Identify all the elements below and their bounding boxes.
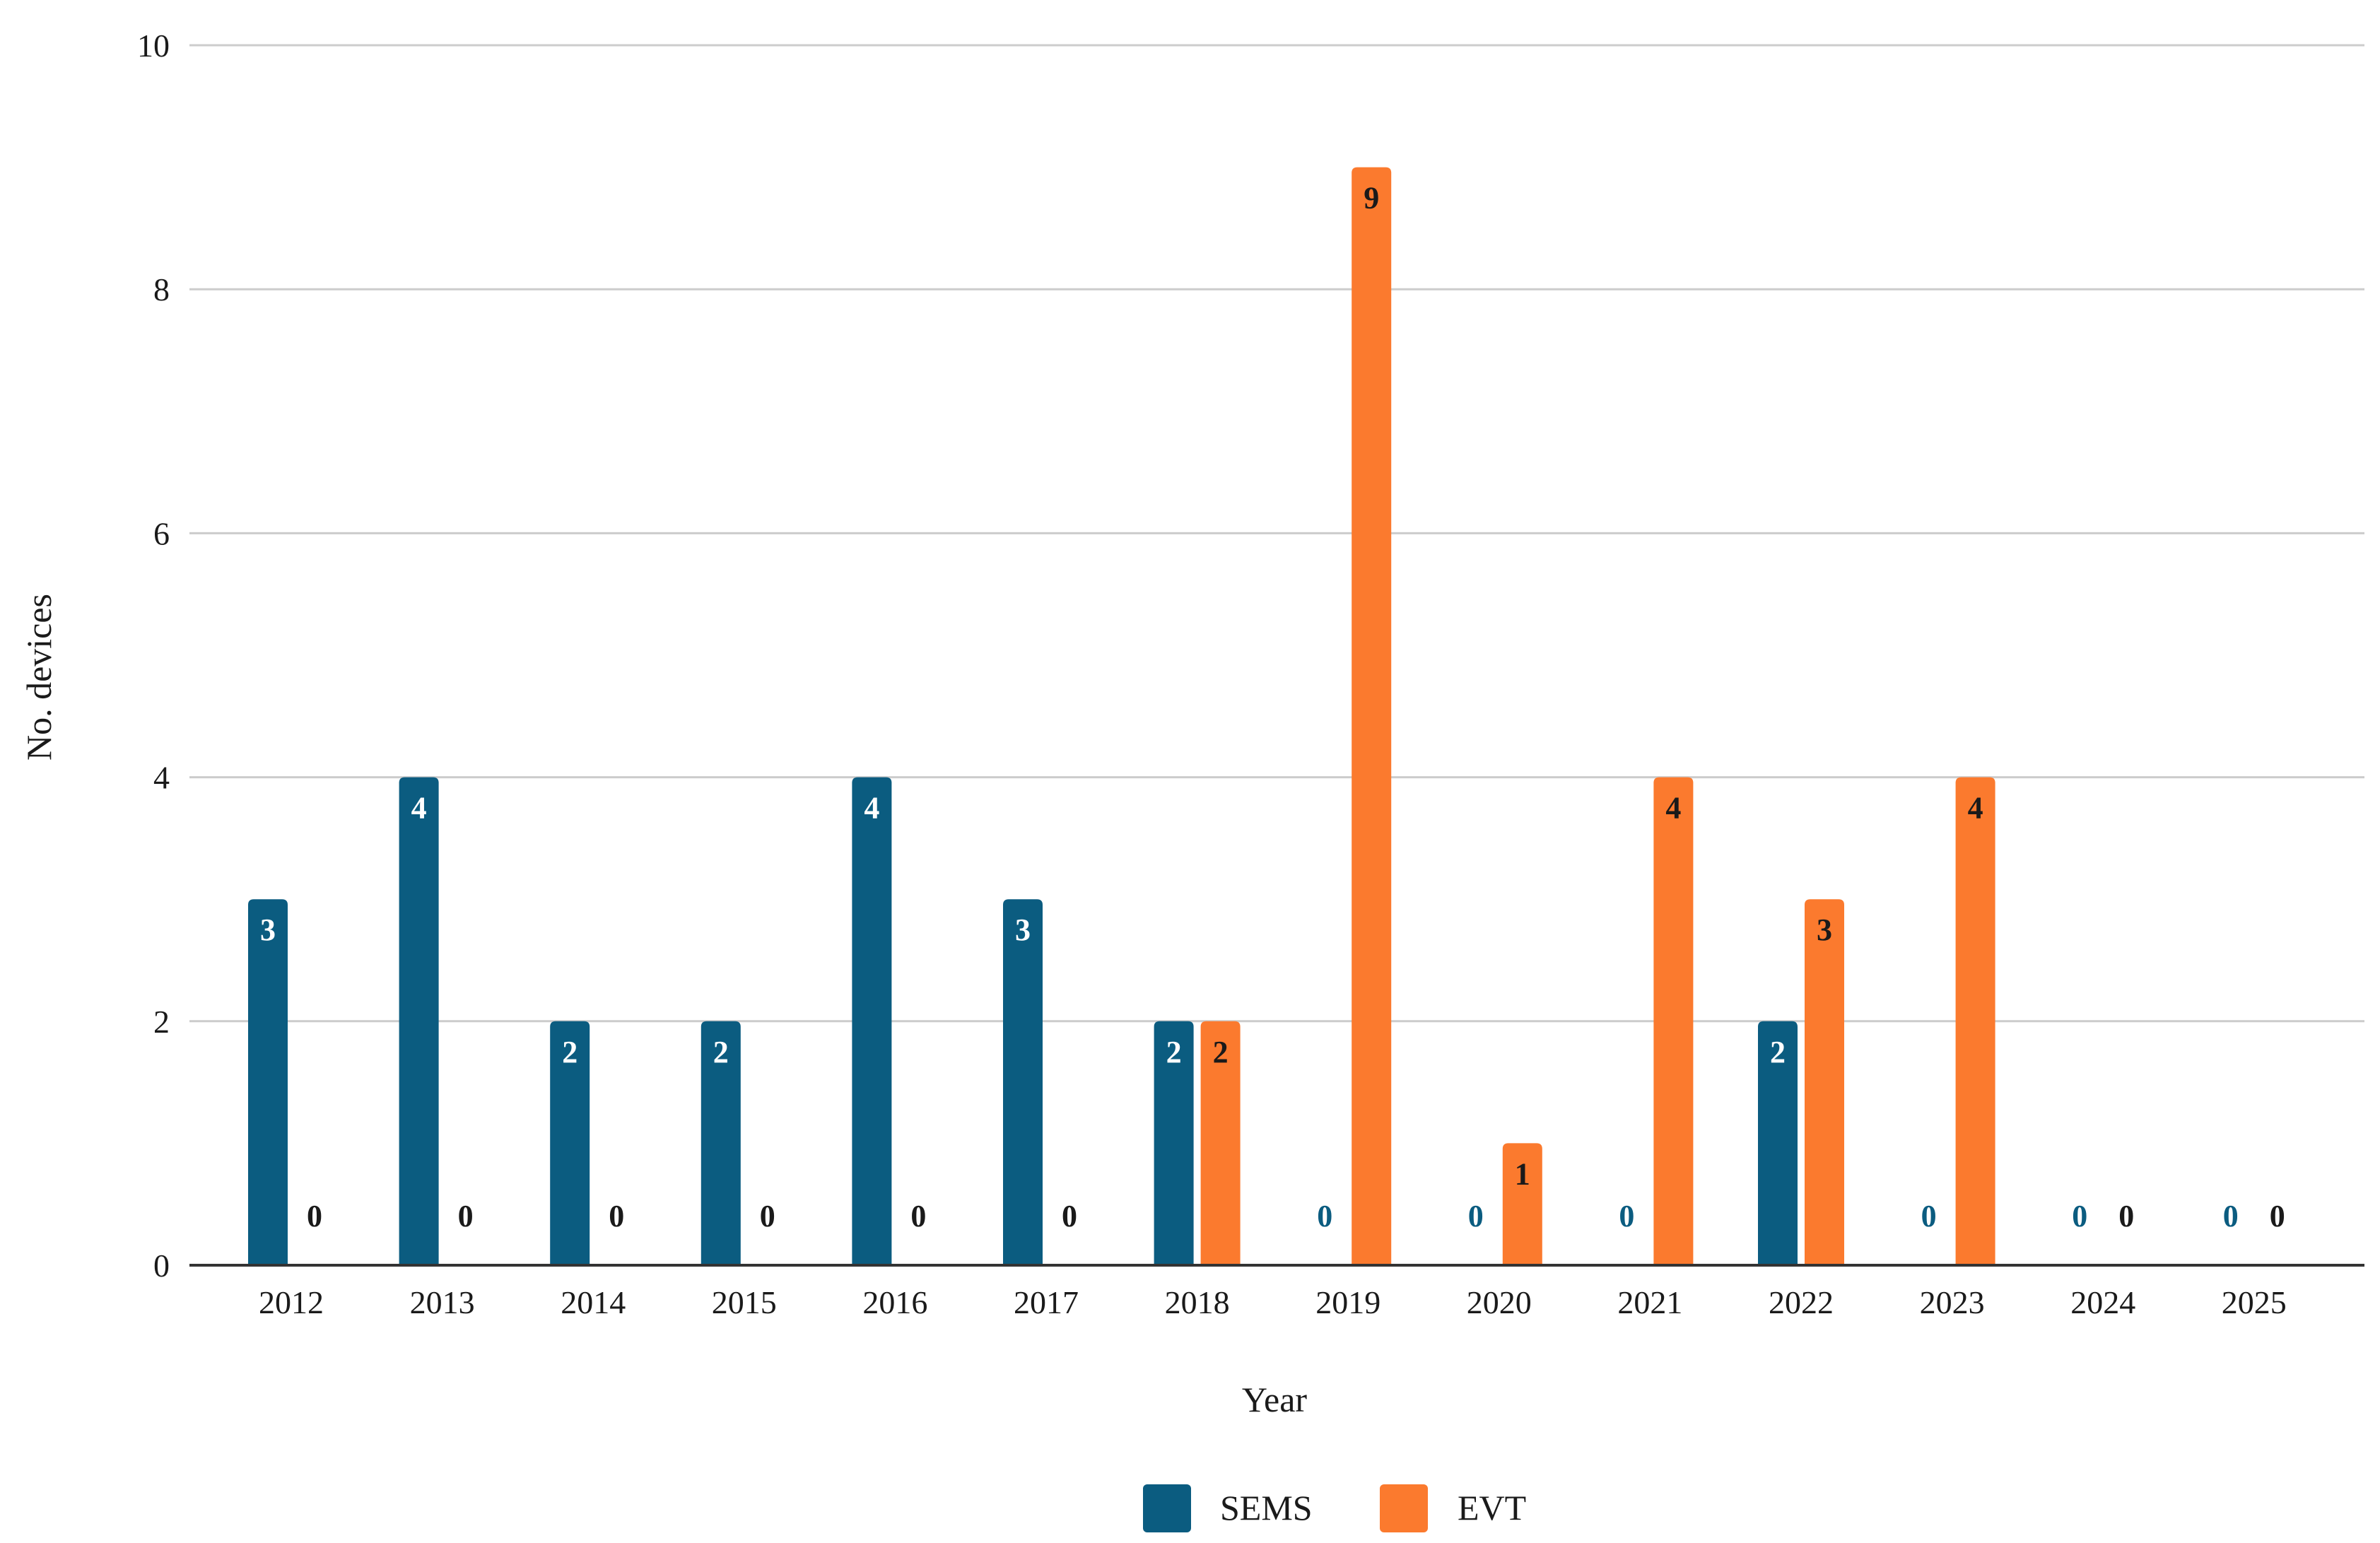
- data-label: 0: [760, 1199, 775, 1233]
- bar-evt: [1200, 1021, 1241, 1265]
- legend: SEMS EVT: [1143, 1484, 1526, 1532]
- data-label: 0: [1468, 1199, 1484, 1233]
- x-tick-label: 2019: [1315, 1284, 1380, 1320]
- data-label: 3: [1015, 913, 1031, 947]
- x-tick-label: 2015: [712, 1284, 777, 1320]
- data-label: 0: [2223, 1199, 2239, 1233]
- data-label: 0: [1062, 1199, 1077, 1233]
- data-label: 0: [307, 1199, 322, 1233]
- data-label: 4: [1665, 791, 1681, 826]
- x-tick-label: 2014: [561, 1284, 626, 1320]
- data-label: 3: [1817, 913, 1832, 947]
- x-tick-label: 2022: [1769, 1284, 1834, 1320]
- bar-sems: [700, 1021, 741, 1265]
- bar-sems: [248, 899, 288, 1265]
- data-label: 4: [411, 791, 427, 826]
- y-tick-label: 6: [153, 515, 170, 551]
- data-label: 2: [1213, 1035, 1229, 1069]
- data-label: 0: [910, 1199, 926, 1233]
- data-label: 4: [1968, 791, 1983, 826]
- x-tick-label: 2020: [1467, 1284, 1532, 1320]
- x-tick-label: 2021: [1617, 1284, 1682, 1320]
- x-tick-label: 2024: [2070, 1284, 2135, 1320]
- legend-label-sems: SEMS: [1220, 1488, 1313, 1527]
- data-label: 0: [2118, 1199, 2134, 1233]
- data-label: 2: [713, 1035, 729, 1069]
- bar-sems: [399, 777, 439, 1265]
- bar-sems: [1758, 1021, 1798, 1265]
- x-tick-label: 2016: [862, 1284, 927, 1320]
- bar-evt: [1502, 1143, 1542, 1265]
- data-label: 9: [1364, 181, 1379, 216]
- bar-sems: [1003, 899, 1043, 1265]
- y-tick-label: 4: [153, 760, 170, 796]
- bar-sems: [1154, 1021, 1194, 1265]
- bar-sems: [852, 777, 892, 1265]
- x-tick-label: 2023: [1920, 1284, 1985, 1320]
- data-label: 0: [1619, 1199, 1634, 1233]
- x-axis-title: Year: [1242, 1380, 1307, 1419]
- y-axis-title: No. devices: [19, 594, 59, 761]
- data-label: 2: [1166, 1035, 1182, 1069]
- x-tick-label: 2017: [1014, 1284, 1079, 1320]
- x-tick-label: 2018: [1165, 1284, 1230, 1320]
- x-tick-label: 2013: [410, 1284, 475, 1320]
- data-label: 4: [864, 791, 879, 826]
- bar-evt: [1955, 777, 1995, 1265]
- data-label: 0: [458, 1199, 474, 1233]
- data-label: 0: [2072, 1199, 2087, 1233]
- y-tick-label: 0: [153, 1248, 170, 1284]
- legend-swatch-evt: [1380, 1484, 1428, 1532]
- y-tick-label: 8: [153, 271, 170, 307]
- x-tick-label: 2025: [2222, 1284, 2287, 1320]
- bars: [248, 167, 1995, 1266]
- y-tick-label: 2: [153, 1004, 170, 1040]
- bar-evt: [1653, 777, 1694, 1265]
- bar-sems: [550, 1021, 590, 1265]
- gridlines: [189, 44, 2364, 1023]
- data-label: 0: [2270, 1199, 2285, 1233]
- data-label: 0: [1921, 1199, 1937, 1233]
- data-label: 0: [1317, 1199, 1332, 1233]
- data-label: 3: [260, 913, 276, 947]
- data-label: 1: [1515, 1156, 1530, 1191]
- x-tick-label: 2012: [259, 1284, 324, 1320]
- legend-label-evt: EVT: [1458, 1488, 1526, 1527]
- y-tick-label: 10: [137, 28, 170, 64]
- data-label: 2: [562, 1035, 578, 1069]
- x-axis-ticks: 2012 2013 2014 2015 2016 2017 2018 2019 2020 2021…: [259, 1284, 2287, 1320]
- data-label: 0: [609, 1199, 624, 1233]
- bar-evt: [1352, 167, 1392, 1266]
- legend-swatch-sems: [1143, 1484, 1191, 1532]
- data-label: 2: [1770, 1035, 1786, 1069]
- y-axis-ticks: 0 2 4 6 8 10: [137, 28, 170, 1284]
- bar-evt: [1805, 899, 1844, 1265]
